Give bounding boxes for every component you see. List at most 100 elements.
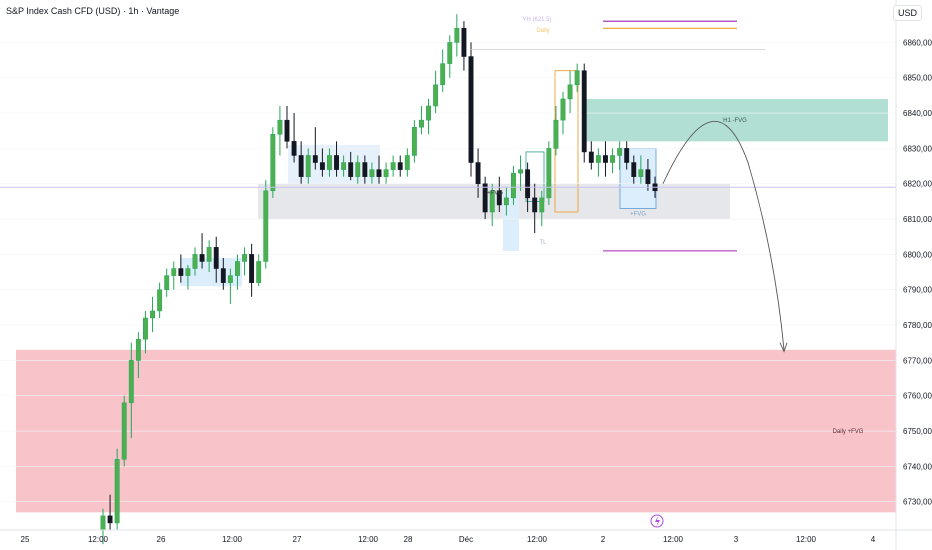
y-tick-label: 6830,00 bbox=[903, 144, 932, 153]
candle-body bbox=[192, 254, 198, 269]
range-box bbox=[503, 190, 519, 251]
candle-body bbox=[143, 317, 148, 340]
candle-body bbox=[312, 155, 318, 163]
candle-body bbox=[411, 126, 417, 156]
lightning-icon[interactable] bbox=[650, 514, 664, 528]
candle-body bbox=[227, 275, 233, 283]
candle-body bbox=[114, 459, 120, 524]
y-tick-label: 6820,00 bbox=[903, 180, 932, 189]
y-tick-label: 6840,00 bbox=[903, 109, 932, 118]
candle-body bbox=[511, 172, 516, 199]
y-tick-label: 6800,00 bbox=[903, 250, 932, 259]
x-tick-label: 27 bbox=[293, 535, 302, 544]
candle-body bbox=[242, 254, 247, 262]
candle-body bbox=[574, 70, 580, 86]
candle-body bbox=[157, 289, 163, 312]
candle-body bbox=[404, 155, 410, 170]
y-tick-label: 6740,00 bbox=[903, 462, 932, 471]
candle-body bbox=[327, 155, 332, 170]
candle-body bbox=[171, 268, 177, 276]
candle-body bbox=[447, 42, 453, 64]
candle-body bbox=[595, 155, 601, 163]
x-axis: 25 12:00 26 12:00 27 12:00 28 Déc 12:00 2 12:00 3 12… bbox=[0, 529, 932, 544]
y-tick-label: 6750,00 bbox=[903, 427, 932, 436]
x-tick-label: 3 bbox=[734, 535, 739, 544]
h1-fvg-zone bbox=[586, 98, 888, 142]
candle-body bbox=[164, 275, 170, 290]
candle-body bbox=[284, 119, 290, 142]
candle-body bbox=[334, 155, 339, 170]
candle-body bbox=[319, 162, 325, 170]
candle-body bbox=[631, 162, 637, 177]
x-tick-label: Déc bbox=[459, 535, 473, 544]
x-tick-label: 12:00 bbox=[663, 535, 684, 544]
tl-note: TL bbox=[539, 240, 547, 246]
candle-body bbox=[397, 162, 403, 170]
candle-body bbox=[581, 70, 587, 153]
candle-body bbox=[567, 84, 573, 100]
candle-body bbox=[178, 268, 184, 276]
candle-body bbox=[503, 197, 509, 206]
y-axis: 6860,00 6850,00 6840,00 6830,00 6820,00 6810,… bbox=[895, 0, 932, 550]
y-tick-label: 6780,00 bbox=[903, 321, 932, 330]
candle-body bbox=[305, 155, 311, 177]
x-tick-label: 4 bbox=[871, 535, 876, 544]
candle-body bbox=[390, 162, 396, 170]
h1-fvg-label: H1 -FVG bbox=[723, 118, 747, 124]
candle-body bbox=[433, 84, 439, 107]
candle-body bbox=[100, 515, 106, 531]
candle-body bbox=[263, 190, 269, 262]
candle-body bbox=[341, 162, 347, 170]
candle-body bbox=[496, 190, 502, 206]
candle-body bbox=[546, 148, 552, 199]
candle-body bbox=[518, 169, 523, 174]
candle-body bbox=[553, 119, 559, 149]
y-tick-label: 6730,00 bbox=[903, 498, 932, 507]
candle-body bbox=[235, 261, 240, 276]
yh-label: YH (621.5) bbox=[522, 17, 551, 23]
candles bbox=[100, 14, 658, 545]
chart-title: S&P Index Cash CFD (USD) · 1h · Vantage bbox=[6, 6, 180, 16]
candle-body bbox=[468, 56, 474, 163]
x-tick-label: 28 bbox=[404, 535, 413, 544]
projection-arc bbox=[662, 120, 785, 350]
fvg-note: +FVG bbox=[487, 190, 503, 196]
candle-body bbox=[610, 155, 615, 163]
overlays: YH (621.5) Daily H1 -FVG Daily +FVG +FVG +FVG… bbox=[0, 17, 896, 528]
candle-body bbox=[135, 338, 141, 361]
candle-body bbox=[249, 254, 255, 283]
candle-body bbox=[220, 268, 226, 283]
candle-body bbox=[426, 105, 431, 121]
lightning-icon-bolt bbox=[655, 516, 660, 527]
candle-body bbox=[277, 119, 283, 135]
candle-body bbox=[150, 310, 155, 319]
x-tick-label: 12:00 bbox=[527, 535, 548, 544]
x-tick-label: 12:00 bbox=[88, 535, 109, 544]
candle-body bbox=[369, 169, 375, 177]
candle-body bbox=[298, 155, 304, 177]
grid bbox=[0, 42, 896, 503]
candle-body bbox=[355, 162, 361, 177]
x-tick-label: 12:00 bbox=[358, 535, 379, 544]
candle-body bbox=[128, 360, 134, 404]
candle-body bbox=[560, 98, 566, 121]
candle-body bbox=[121, 402, 127, 460]
y-tick-label: 6810,00 bbox=[903, 215, 932, 224]
projection-arrow bbox=[779, 342, 788, 353]
candle-body bbox=[525, 169, 531, 199]
candle-body bbox=[199, 254, 205, 262]
candle-body bbox=[206, 247, 212, 262]
currency-badge[interactable]: USD bbox=[892, 5, 922, 21]
candle-body bbox=[603, 155, 608, 163]
candle-body bbox=[107, 515, 113, 524]
candle-body bbox=[454, 28, 460, 43]
candle-body bbox=[185, 268, 191, 276]
candle-body bbox=[291, 141, 297, 156]
x-tick-label: 26 bbox=[157, 535, 166, 544]
candle-body bbox=[489, 190, 495, 213]
candle-body bbox=[383, 169, 389, 177]
candle-body bbox=[645, 169, 651, 184]
candle-body bbox=[617, 148, 623, 156]
y-tick-label: 6850,00 bbox=[903, 74, 932, 83]
